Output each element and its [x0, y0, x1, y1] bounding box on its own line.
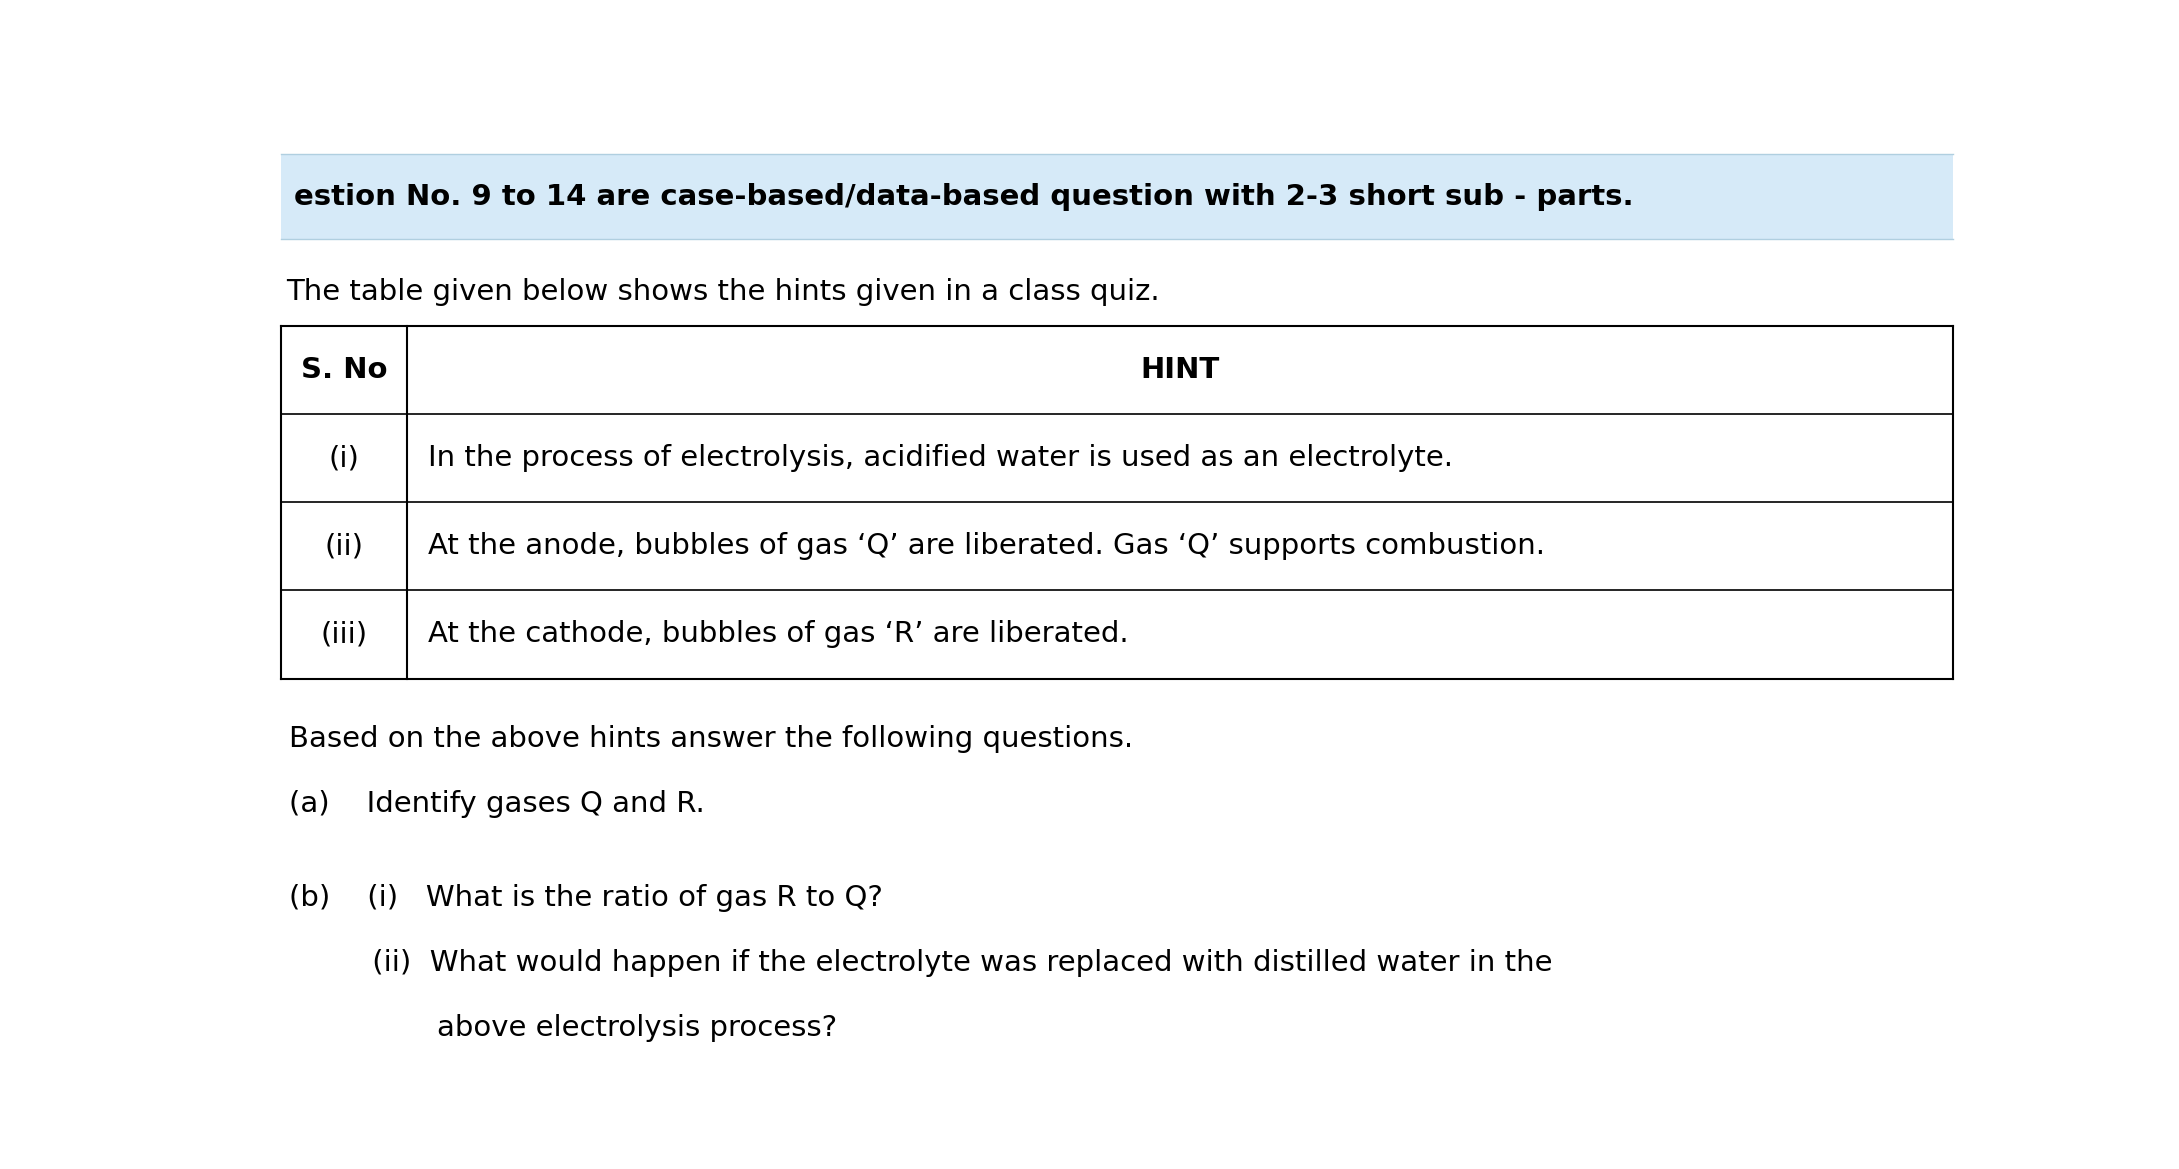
Text: Based on the above hints answer the following questions.: Based on the above hints answer the foll… — [290, 725, 1133, 753]
FancyBboxPatch shape — [281, 154, 1952, 240]
Text: At the anode, bubbles of gas ‘Q’ are liberated. Gas ‘Q’ supports combustion.: At the anode, bubbles of gas ‘Q’ are lib… — [427, 532, 1545, 560]
Text: In the process of electrolysis, acidified water is used as an electrolyte.: In the process of electrolysis, acidifie… — [427, 444, 1453, 472]
Text: The table given below shows the hints given in a class quiz.: The table given below shows the hints gi… — [285, 277, 1159, 305]
Text: estion No. 9 to 14 are case-based/data-based question with 2-3 short sub - parts: estion No. 9 to 14 are case-based/data-b… — [294, 182, 1634, 210]
Text: (a)    Identify gases Q and R.: (a) Identify gases Q and R. — [290, 790, 706, 818]
Text: HINT: HINT — [1140, 355, 1220, 383]
Text: (b)    (i)   What is the ratio of gas R to Q?: (b) (i) What is the ratio of gas R to Q? — [290, 884, 882, 912]
Text: S. No: S. No — [301, 355, 388, 383]
Text: At the cathode, bubbles of gas ‘R’ are liberated.: At the cathode, bubbles of gas ‘R’ are l… — [427, 621, 1129, 649]
Text: (iii): (iii) — [320, 621, 368, 649]
Text: (ii)  What would happen if the electrolyte was replaced with distilled water in : (ii) What would happen if the electrolyt… — [290, 949, 1554, 977]
Text: (ii): (ii) — [325, 532, 364, 560]
Text: (i): (i) — [329, 444, 360, 472]
Text: above electrolysis process?: above electrolysis process? — [290, 1014, 837, 1042]
